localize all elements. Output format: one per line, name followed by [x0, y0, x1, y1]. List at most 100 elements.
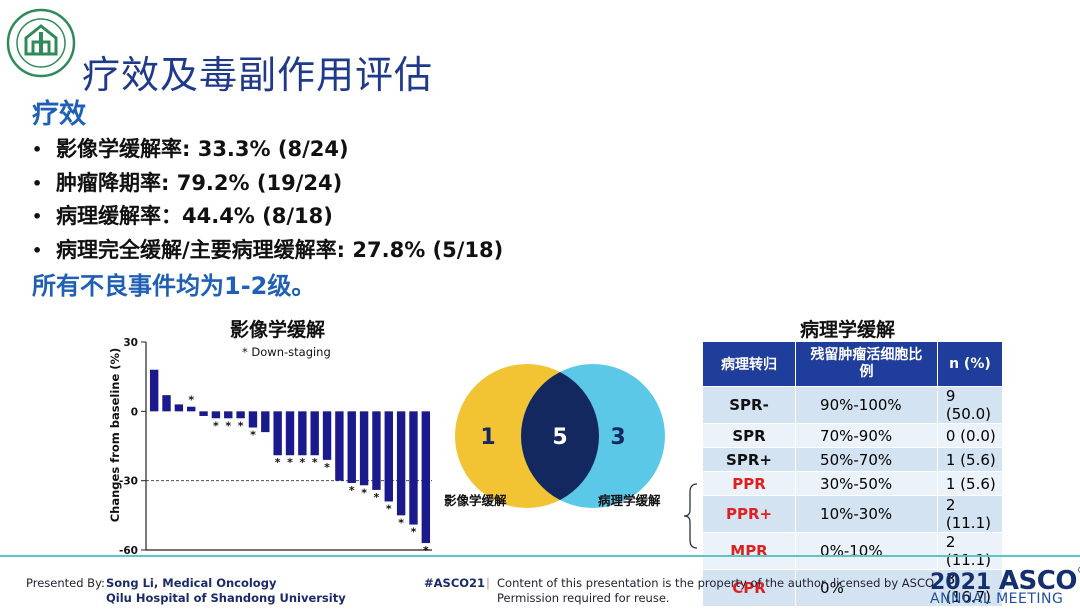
down-staging-marker: * — [324, 461, 330, 474]
ratio-cell: 70%-90% — [795, 423, 938, 448]
ratio-cell: 30%-50% — [795, 471, 938, 496]
efficacy-bullets: • 影像学缓解率: 33.3% (8/24) • 肿瘤降期率: 79.2% (19/… — [32, 133, 503, 267]
waterfall-bar — [236, 411, 245, 419]
waterfall-bar — [372, 411, 381, 490]
waterfall-chart: 30 0 -30 -60 * Down-staging * * * * * * * * * * * * * * * *… — [119, 337, 432, 556]
waterfall-bar — [322, 411, 332, 460]
count-cell: 2 (11.1) — [936, 532, 1004, 570]
count-cell: 3 (16.7) — [936, 569, 1004, 607]
waterfall-bar — [149, 369, 159, 412]
venn-right-count: 3 — [610, 425, 625, 450]
down-staging-marker: * — [213, 419, 219, 432]
down-staging-marker: * — [386, 502, 392, 515]
asco-logo: 2021 ASCO® — [930, 566, 1080, 596]
waterfall-bar — [248, 411, 258, 428]
grade-cell: SPR+ — [701, 447, 797, 472]
table-row: MPR 0%-10% 2 (11.1) — [701, 532, 1004, 570]
down-staging-marker: * — [250, 429, 256, 442]
grade-cell: SPR — [701, 423, 797, 448]
waterfall-bar — [298, 411, 307, 456]
waterfall-bar — [162, 395, 171, 412]
table-header-grade: 病理转归 — [701, 341, 797, 387]
waterfall-bar — [224, 411, 233, 419]
down-staging-marker: * — [225, 419, 231, 432]
down-staging-marker: * — [374, 491, 380, 504]
ratio-cell: 10%-30% — [795, 495, 938, 533]
waterfall-bar — [359, 411, 369, 486]
waterfall-bar — [199, 411, 208, 416]
count-cell: 0 (0.0) — [936, 423, 1004, 448]
waterfall-bar — [273, 411, 282, 456]
waterfall-bar — [187, 406, 196, 412]
bullet-item: • 影像学缓解率: 33.3% (8/24) — [32, 137, 349, 161]
venn-left-count: 1 — [480, 425, 495, 450]
pathology-table: 病理转归 残留肿瘤活细胞比例 n (%) SPR- 90%-100% 9 (50.0… — [701, 341, 1004, 607]
table-row: SPR 70%-90% 0 (0.0) — [701, 423, 1004, 448]
curly-brace-icon — [683, 483, 698, 549]
waterfall-bar — [347, 411, 356, 483]
grade-cell: PPR+ — [701, 495, 797, 533]
table-row: PPR+ 10%-30% 2 (11.1) — [701, 495, 1004, 533]
waterfall-bar — [261, 411, 270, 433]
venn-intersection — [521, 364, 599, 508]
venn-right-label: 病理学缓解 — [598, 493, 661, 508]
waterfall-bar — [285, 411, 295, 456]
asco-annual-meeting: ANNUAL MEETING — [930, 591, 1064, 607]
y-tick-label: 30 — [123, 337, 138, 349]
bullet-item: • 病理完全缓解/主要病理缓解率: 27.8% (5/18) — [32, 237, 504, 262]
waterfall-title: 影像学缓解 — [230, 319, 326, 341]
bullet-item: • 病理缓解率：44.4% (8/18) — [32, 204, 333, 228]
table-header-ratio: 残留肿瘤活细胞比例 — [795, 341, 938, 387]
venn-intersection-count: 5 — [552, 425, 567, 450]
table-row: PPR 30%-50% 1 (5.6) — [701, 471, 1004, 496]
waterfall-bar — [409, 411, 418, 525]
university-seal-icon — [6, 8, 76, 78]
grade-cell: CPR — [701, 569, 797, 607]
pathology-title: 病理学缓解 — [800, 319, 896, 341]
footer-divider — [0, 555, 1080, 557]
down-staging-marker: * — [411, 526, 417, 539]
down-staging-marker: * — [349, 484, 355, 497]
table-row: CPR 0% 3 (16.7) — [701, 569, 1004, 607]
waterfall-bar — [384, 411, 393, 502]
waterfall-bar — [396, 411, 406, 516]
y-tick-label: 0 — [131, 406, 138, 418]
table-row: SPR- 90%-100% 9 (50.0) — [701, 386, 1004, 424]
count-cell: 1 (5.6) — [936, 471, 1004, 496]
adverse-events-statement: 所有不良事件均为1-2级。 — [32, 272, 316, 300]
venn-left-label: 影像学缓解 — [444, 493, 507, 508]
efficacy-heading: 疗效 — [32, 99, 86, 130]
table-header-n: n (%) — [936, 341, 1004, 387]
grade-cell: PPR — [701, 471, 797, 496]
count-cell: 1 (5.6) — [936, 447, 1004, 472]
down-staging-marker: * — [238, 419, 244, 432]
page-title: 疗效及毒副作用评估 — [82, 53, 434, 97]
ratio-cell: 90%-100% — [795, 386, 938, 424]
presenter-institution: Qilu Hospital of Shandong University — [106, 591, 346, 605]
down-staging-marker: * — [423, 544, 429, 556]
ratio-cell: 50%-70% — [795, 447, 938, 472]
down-staging-marker: * — [188, 394, 194, 407]
ratio-cell: 0% — [795, 569, 938, 607]
count-cell: 2 (11.1) — [936, 495, 1004, 533]
footer-separator: | — [486, 576, 490, 590]
waterfall-bar — [211, 411, 221, 419]
waterfall-ylabel: Changes from baseline (%) — [108, 347, 122, 523]
y-tick-label: -60 — [119, 545, 138, 556]
presented-by-label: Presented By: — [26, 576, 105, 590]
grade-cell: MPR — [701, 532, 797, 570]
down-staging-marker: * — [312, 456, 318, 469]
copyright-notice-2: Permission required for reuse. — [497, 591, 670, 605]
waterfall-bar — [174, 404, 184, 412]
down-staging-marker: * — [361, 486, 367, 499]
count-cell: 9 (50.0) — [936, 386, 1004, 424]
down-staging-marker: * — [287, 456, 293, 469]
waterfall-legend: * Down-staging — [242, 345, 331, 359]
ratio-cell: 0%-10% — [795, 532, 938, 570]
down-staging-marker: * — [398, 516, 404, 529]
down-staging-marker: * — [299, 456, 305, 469]
hashtag: #ASCO21 — [424, 576, 486, 590]
table-row: SPR+ 50%-70% 1 (5.6) — [701, 447, 1004, 472]
venn-diagram: 1 5 3 — [455, 364, 665, 508]
bullet-item: • 肿瘤降期率: 79.2% (19/24) — [32, 170, 343, 195]
